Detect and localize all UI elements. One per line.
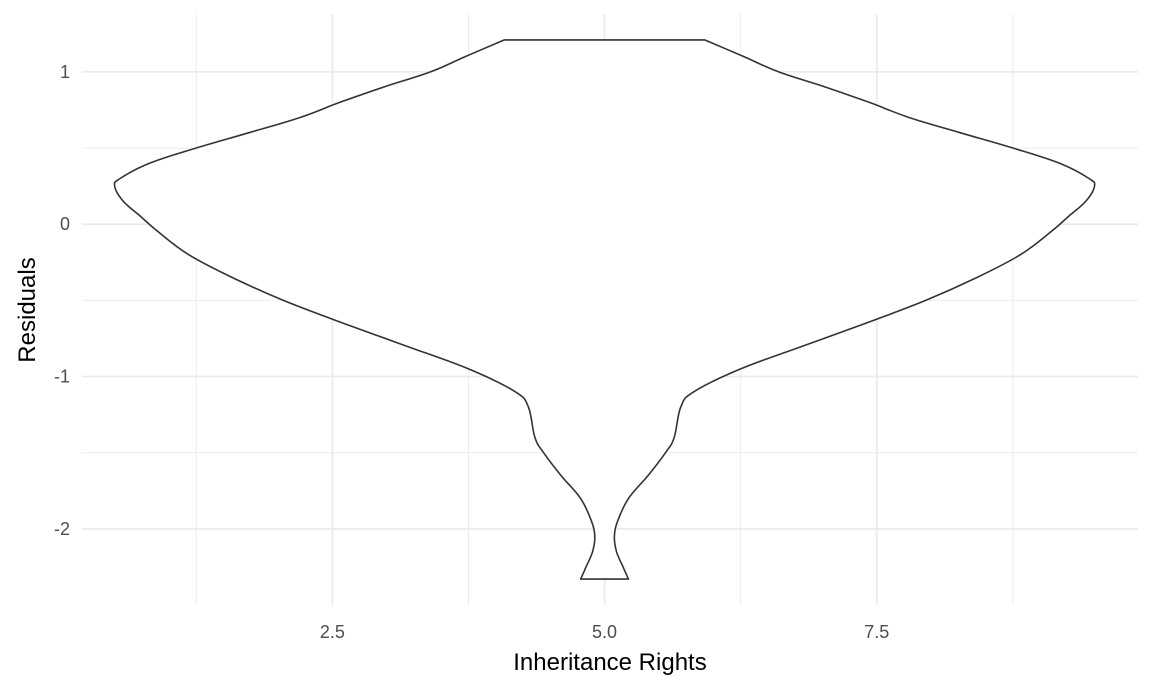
- x-tick-label: 5.0: [592, 622, 617, 642]
- x-axis-title: Inheritance Rights: [513, 649, 706, 676]
- y-tick-label: 1: [60, 62, 70, 82]
- violin-layer: [113, 39, 1096, 580]
- y-tick-label: 0: [60, 214, 70, 234]
- y-axis-title: Residuals: [14, 257, 41, 362]
- x-axis-tick-labels: 2.5 5.0 7.5: [320, 622, 889, 642]
- x-tick-label: 7.5: [864, 622, 889, 642]
- x-tick-label: 2.5: [320, 622, 345, 642]
- y-tick-label: -2: [54, 519, 70, 539]
- y-axis-tick-labels: 1 0 -1 -2: [54, 62, 70, 539]
- y-tick-label: -1: [54, 367, 70, 387]
- violin-shape: [113, 39, 1096, 580]
